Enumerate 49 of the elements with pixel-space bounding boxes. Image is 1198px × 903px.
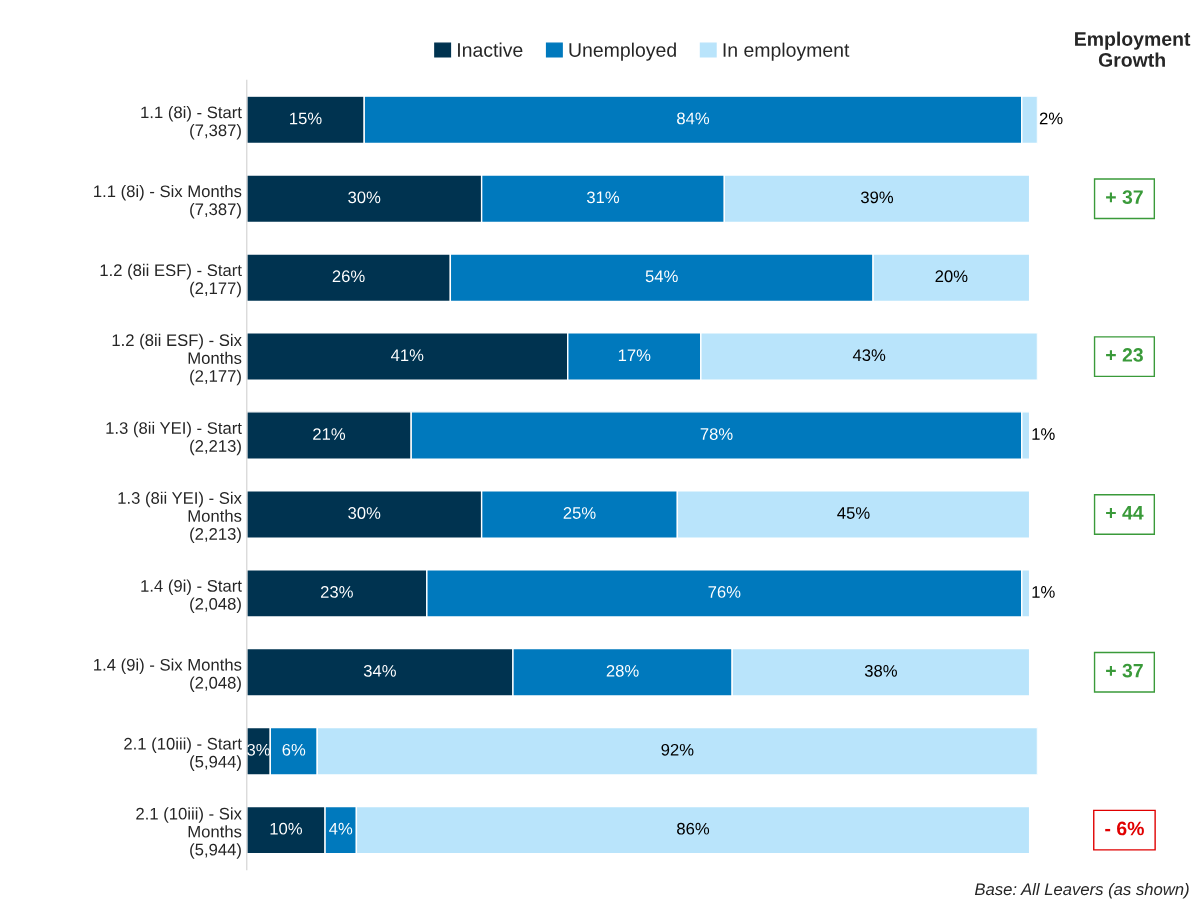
data-label: 31% xyxy=(586,191,620,204)
data-label: 17% xyxy=(618,349,651,361)
data-label: 30% xyxy=(348,191,381,204)
data-label: 78% xyxy=(700,428,733,440)
text: + 37 xyxy=(1106,190,1143,204)
data-label: 23% xyxy=(320,586,353,598)
data-label: 2% xyxy=(1039,112,1063,125)
data-label: 92% xyxy=(661,743,694,756)
legend-label: Inactive xyxy=(458,42,523,57)
legend-label: Unemployed xyxy=(569,42,676,61)
y-tick-label: 1.4 (9i) - Six Months (2,048) xyxy=(94,658,242,692)
data-label: 45% xyxy=(837,507,870,519)
y-tick-label: 1.1 (8i) - Start (7,387) xyxy=(141,106,242,140)
data-label: 10% xyxy=(270,822,303,835)
text: Employment Growth xyxy=(1075,31,1191,67)
data-label: 84% xyxy=(677,112,710,125)
legend-label: In employment xyxy=(723,42,850,61)
data-label: 39% xyxy=(860,191,894,204)
data-label: 6% xyxy=(282,743,306,756)
data-label: 1% xyxy=(1032,428,1055,440)
data-label: 15% xyxy=(290,112,322,125)
text: + 37 xyxy=(1106,663,1143,678)
y-tick-label: 1.3 (8ii YEI) - Start (2,213) xyxy=(106,421,242,456)
data-label: 28% xyxy=(606,664,639,677)
data-label: 34% xyxy=(363,664,396,677)
data-label: 38% xyxy=(864,664,897,677)
data-label: 54% xyxy=(645,270,678,283)
data-label: 4% xyxy=(329,822,353,835)
text: + 23 xyxy=(1106,348,1143,362)
text: + 44 xyxy=(1106,506,1144,520)
data-label: 26% xyxy=(332,270,365,283)
data-label: 21% xyxy=(313,428,346,440)
data-label: 41% xyxy=(390,349,424,361)
y-tick-label: 1.3 (8ii YEI) - Six Months (2,213) xyxy=(118,491,242,544)
text: Base: All Leavers (as shown) xyxy=(974,882,1189,899)
data-label: 30% xyxy=(348,507,381,519)
data-label: 43% xyxy=(852,349,886,362)
y-tick-label: 2.1 (10iii) - Start (5,944) xyxy=(124,737,242,771)
y-tick-label: 1.1 (8i) - Six Months (7,387) xyxy=(94,184,242,219)
data-label: 76% xyxy=(708,586,741,598)
data-label: 1% xyxy=(1032,586,1055,598)
data-label: 25% xyxy=(563,507,596,519)
data-label: 20% xyxy=(935,270,968,283)
y-tick-label: 2.1 (10iii) - Six Months (5,944) xyxy=(136,807,242,859)
data-label: 86% xyxy=(677,822,710,835)
y-tick-label: 1.2 (8ii ESF) - Six Months (2,177) xyxy=(112,333,242,386)
y-tick-label: 1.2 (8ii ESF) - Start (2,177) xyxy=(100,263,242,298)
text: - 6% xyxy=(1105,821,1144,836)
y-tick-label: 1.4 (9i) - Start (2,048) xyxy=(141,579,242,614)
